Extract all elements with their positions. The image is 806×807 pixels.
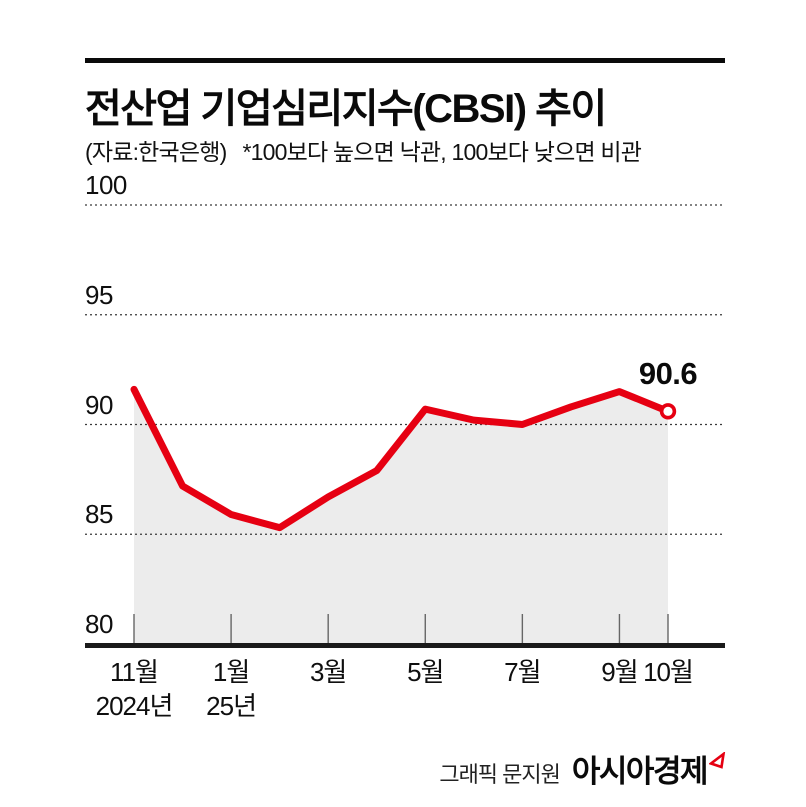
- index-note: *100보다 높으면 낙관, 100보다 낮으면 비관: [242, 139, 642, 165]
- x-axis-label: 3월: [309, 657, 347, 687]
- x-axis-label: 9월: [601, 657, 638, 687]
- x-axis-label: 10월: [643, 657, 694, 687]
- x-axis-label: 1월: [212, 657, 250, 687]
- top-rule: [85, 58, 725, 63]
- last-point-marker: [659, 403, 677, 420]
- last-value-label: 90.6: [638, 356, 698, 391]
- cbsi-line: [130, 385, 672, 532]
- x-axis-label: 11월: [110, 657, 159, 687]
- y-axis-label-80: 80: [85, 609, 113, 639]
- y-axis-label-100: 100: [85, 170, 127, 200]
- y-axis-label-85: 85: [85, 499, 113, 530]
- y-axis-label-90: 90: [85, 389, 113, 420]
- graphic-credit: 그래픽 문지원: [439, 762, 561, 787]
- data-source: (자료:한국은행): [85, 139, 227, 165]
- asiae-flag-icon: [709, 752, 726, 769]
- footer-credit: 그래픽 문지원 아시아경제: [439, 746, 727, 791]
- chart-title: 전산업 기업심리지수(CBSI) 추이: [85, 87, 607, 131]
- chart-subtitle: (자료:한국은행) *100보다 높으면 낙관, 100보다 낮으면 비관: [85, 133, 642, 167]
- y-axis-label-95: 95: [85, 279, 113, 310]
- x-axis-label: 7월: [504, 657, 541, 687]
- asiae-logo: 아시아경제: [571, 754, 709, 789]
- x-axis-label: 5월: [407, 657, 444, 687]
- x-axis-sublabel: 2024년: [95, 691, 174, 721]
- area-fill: [134, 389, 668, 644]
- x-axis-sublabel: 25년: [206, 691, 257, 721]
